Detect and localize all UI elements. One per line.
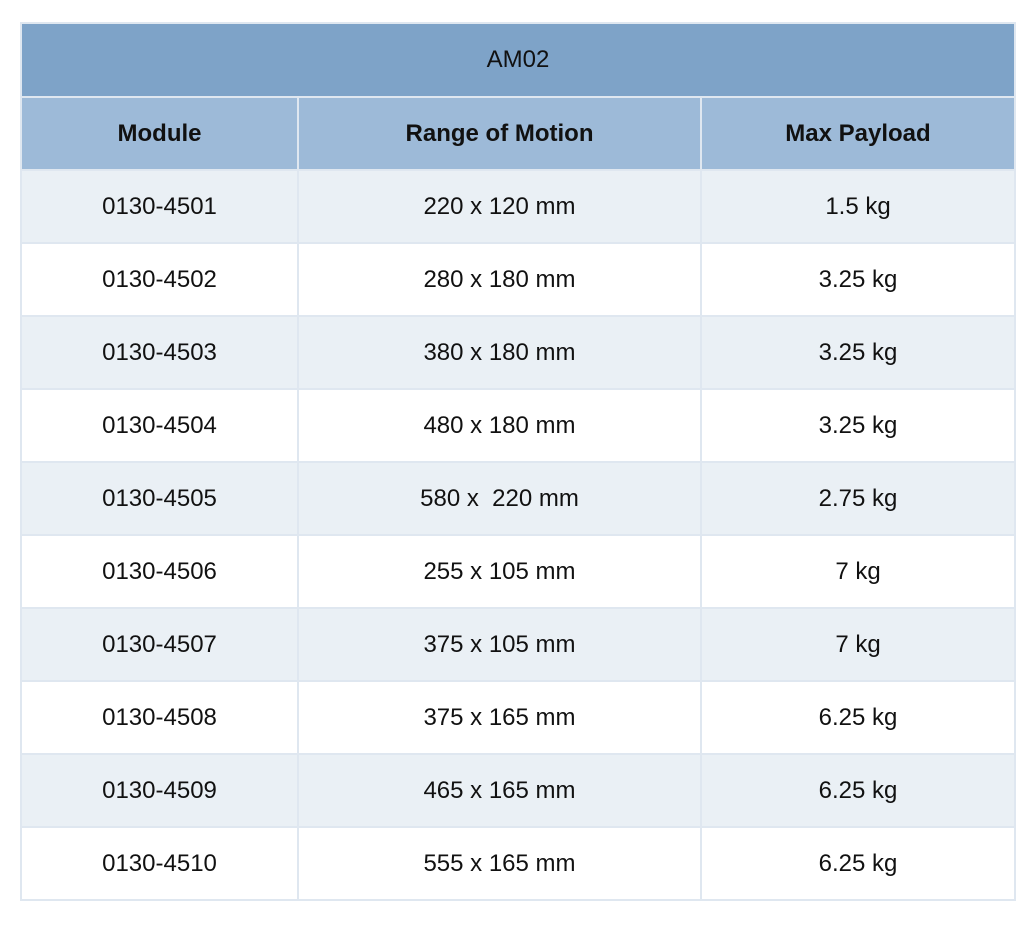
- max-payload-cell: 3.25 kg: [699, 315, 1017, 390]
- module-cell: 0130-4501: [20, 169, 299, 244]
- range-of-motion-cell: 375 x 165 mm: [297, 680, 702, 755]
- table-row: 0130-4508 375 x 165 mm 6.25 kg: [20, 680, 1017, 755]
- module-cell: 0130-4509: [20, 753, 299, 828]
- column-header-module: Module: [20, 96, 299, 171]
- table-title-row: AM02: [19, 22, 1017, 98]
- module-cell: 0130-4508: [20, 680, 299, 755]
- module-cell: 0130-4510: [20, 826, 299, 901]
- module-cell: 0130-4503: [20, 315, 299, 390]
- table-row: 0130-4501 220 x 120 mm 1.5 kg: [20, 169, 1017, 244]
- max-payload-cell: 7 kg: [699, 534, 1017, 609]
- spec-table: AM02 Module Range of Motion Max Payload …: [19, 22, 1017, 901]
- module-cell: 0130-4502: [20, 242, 299, 317]
- max-payload-cell: 6.25 kg: [699, 680, 1017, 755]
- range-of-motion-cell: 380 x 180 mm: [297, 315, 702, 390]
- range-of-motion-cell: 555 x 165 mm: [297, 826, 702, 901]
- table-title: AM02: [19, 22, 1017, 98]
- range-of-motion-cell: 580 x 220 mm: [297, 461, 702, 536]
- spec-table-container: AM02 Module Range of Motion Max Payload …: [19, 22, 1017, 901]
- max-payload-cell: 6.25 kg: [699, 753, 1017, 828]
- max-payload-cell: 7 kg: [699, 607, 1017, 682]
- range-of-motion-cell: 375 x 105 mm: [297, 607, 702, 682]
- table-row: 0130-4506 255 x 105 mm 7 kg: [20, 534, 1017, 609]
- module-cell: 0130-4504: [20, 388, 299, 463]
- module-cell: 0130-4505: [20, 461, 299, 536]
- range-of-motion-cell: 280 x 180 mm: [297, 242, 702, 317]
- module-cell: 0130-4507: [20, 607, 299, 682]
- table-row: 0130-4510 555 x 165 mm 6.25 kg: [20, 826, 1017, 901]
- range-of-motion-cell: 255 x 105 mm: [297, 534, 702, 609]
- table-row: 0130-4503 380 x 180 mm 3.25 kg: [20, 315, 1017, 390]
- column-header-max-payload: Max Payload: [699, 96, 1017, 171]
- max-payload-cell: 2.75 kg: [699, 461, 1017, 536]
- range-of-motion-cell: 465 x 165 mm: [297, 753, 702, 828]
- max-payload-cell: 1.5 kg: [699, 169, 1017, 244]
- range-of-motion-cell: 480 x 180 mm: [297, 388, 702, 463]
- table-header-row: Module Range of Motion Max Payload: [20, 96, 1017, 171]
- module-cell: 0130-4506: [20, 534, 299, 609]
- table-row: 0130-4509 465 x 165 mm 6.25 kg: [20, 753, 1017, 828]
- column-header-range-of-motion: Range of Motion: [297, 96, 702, 171]
- max-payload-cell: 3.25 kg: [699, 242, 1017, 317]
- table-row: 0130-4507 375 x 105 mm 7 kg: [20, 607, 1017, 682]
- table-row: 0130-4504 480 x 180 mm 3.25 kg: [20, 388, 1017, 463]
- max-payload-cell: 6.25 kg: [699, 826, 1017, 901]
- table-row: 0130-4505 580 x 220 mm 2.75 kg: [20, 461, 1017, 536]
- range-of-motion-cell: 220 x 120 mm: [297, 169, 702, 244]
- max-payload-cell: 3.25 kg: [699, 388, 1017, 463]
- table-row: 0130-4502 280 x 180 mm 3.25 kg: [20, 242, 1017, 317]
